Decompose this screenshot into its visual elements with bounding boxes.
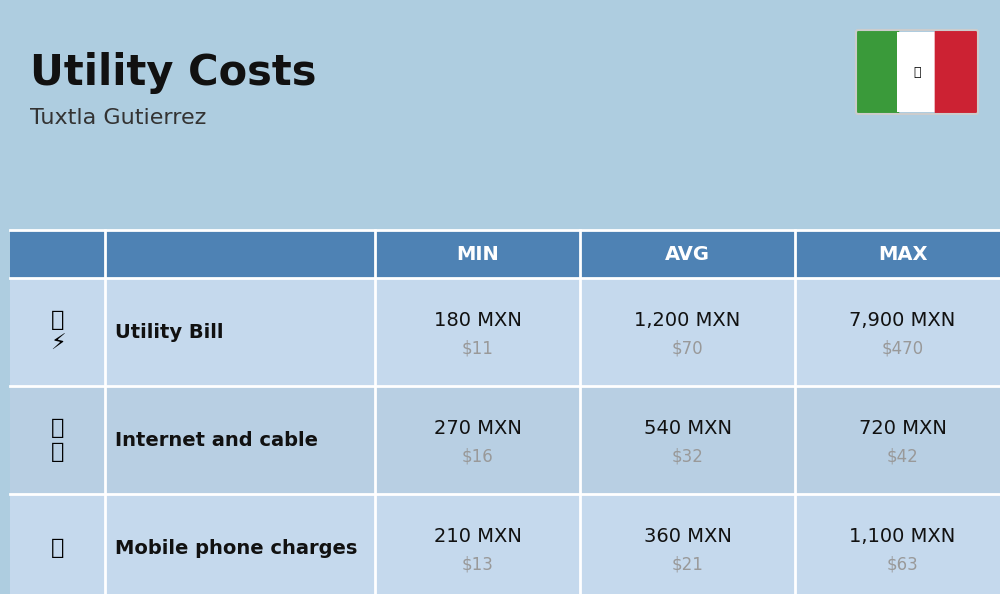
Bar: [10, 386, 1000, 494]
Text: 🦅: 🦅: [913, 65, 921, 78]
Bar: [10, 494, 1000, 594]
Text: MAX: MAX: [878, 245, 927, 264]
Bar: [897, 32, 937, 112]
Text: $470: $470: [881, 339, 924, 357]
Text: 1,200 MXN: 1,200 MXN: [634, 311, 741, 330]
Text: 🔧
⚡: 🔧 ⚡: [50, 311, 65, 353]
Text: $42: $42: [887, 447, 918, 465]
Bar: [10, 230, 1000, 278]
Text: $11: $11: [462, 339, 493, 357]
Text: 360 MXN: 360 MXN: [644, 526, 731, 545]
Text: 📱: 📱: [51, 538, 64, 558]
Text: $13: $13: [462, 555, 493, 573]
FancyBboxPatch shape: [856, 30, 899, 114]
Text: $70: $70: [672, 339, 703, 357]
Text: 210 MXN: 210 MXN: [434, 526, 521, 545]
Text: 270 MXN: 270 MXN: [434, 419, 521, 438]
Text: Mobile phone charges: Mobile phone charges: [115, 539, 357, 558]
Text: Utility Costs: Utility Costs: [30, 52, 316, 94]
Text: 7,900 MXN: 7,900 MXN: [849, 311, 956, 330]
Text: 📶
🖨: 📶 🖨: [51, 418, 64, 462]
Text: 1,100 MXN: 1,100 MXN: [849, 526, 956, 545]
Text: Tuxtla Gutierrez: Tuxtla Gutierrez: [30, 108, 206, 128]
Text: $16: $16: [462, 447, 493, 465]
Text: MIN: MIN: [456, 245, 499, 264]
Text: Utility Bill: Utility Bill: [115, 323, 224, 342]
Text: $63: $63: [887, 555, 918, 573]
Text: Internet and cable: Internet and cable: [115, 431, 318, 450]
FancyBboxPatch shape: [935, 30, 978, 114]
Text: $21: $21: [672, 555, 703, 573]
Text: $32: $32: [672, 447, 703, 465]
Text: 720 MXN: 720 MXN: [859, 419, 946, 438]
Bar: [10, 278, 1000, 386]
Text: 180 MXN: 180 MXN: [434, 311, 521, 330]
Text: 540 MXN: 540 MXN: [644, 419, 732, 438]
Text: AVG: AVG: [665, 245, 710, 264]
